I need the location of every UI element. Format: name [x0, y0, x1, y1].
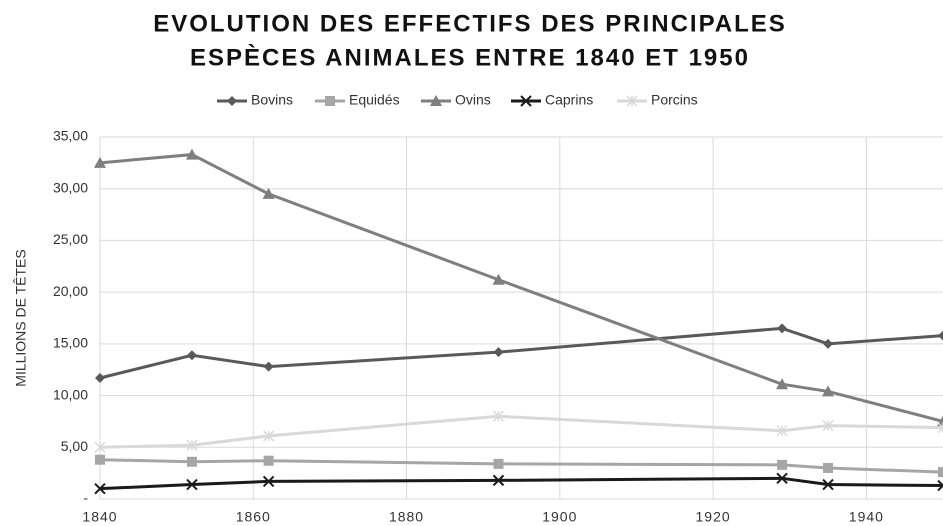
- marker: [186, 478, 198, 491]
- marker: [94, 156, 106, 168]
- marker: [94, 482, 106, 495]
- marker: [325, 96, 335, 106]
- marker: [822, 478, 834, 491]
- marker: [777, 323, 788, 334]
- marker: [492, 474, 505, 487]
- y-tick-label: 35,00: [53, 128, 88, 144]
- series-line: [99, 458, 943, 474]
- y-tick-label: 30,00: [53, 179, 88, 195]
- marker: [262, 187, 275, 199]
- y-axis-label: MILLIONS DE TÊTES: [13, 249, 29, 386]
- marker: [776, 378, 789, 390]
- marker: [776, 425, 788, 437]
- marker: [186, 456, 197, 467]
- marker: [95, 372, 105, 383]
- chart-title: EVOLUTION DES EFFECTIFS DES PRINCIPALES: [153, 10, 787, 37]
- marker: [937, 479, 943, 492]
- legend-label: Bovins: [251, 92, 293, 108]
- y-tick-label: -: [83, 490, 88, 506]
- marker: [938, 330, 943, 341]
- legend-label: Porcins: [651, 92, 698, 108]
- y-tick-label: 5,00: [61, 438, 88, 454]
- series-line: [99, 326, 943, 380]
- marker: [186, 439, 198, 451]
- marker: [227, 96, 237, 106]
- marker: [263, 430, 275, 442]
- marker: [823, 462, 834, 473]
- marker: [263, 455, 274, 466]
- series-line: [99, 476, 943, 491]
- marker: [938, 467, 943, 478]
- x-tick-label: 1880: [389, 509, 424, 525]
- marker: [777, 459, 788, 470]
- marker: [493, 458, 504, 469]
- marker: [263, 361, 274, 372]
- series-line: [99, 414, 943, 449]
- marker: [430, 95, 442, 106]
- marker: [937, 422, 943, 434]
- x-tick-label: 1900: [542, 509, 577, 525]
- chart-title: ESPÈCES ANIMALES ENTRE 1840 ET 1950: [190, 43, 750, 71]
- marker: [95, 454, 105, 465]
- marker: [185, 148, 198, 160]
- legend-label: Equidés: [349, 92, 400, 108]
- marker: [776, 472, 788, 485]
- x-tick-label: 1920: [696, 509, 731, 525]
- marker: [520, 95, 532, 107]
- y-tick-label: 10,00: [53, 386, 88, 402]
- x-tick-label: 1860: [236, 509, 271, 525]
- legend-label: Caprins: [545, 92, 593, 108]
- marker: [493, 347, 504, 358]
- marker: [262, 475, 275, 488]
- marker: [94, 441, 106, 453]
- marker: [822, 420, 834, 432]
- y-tick-label: 20,00: [53, 283, 88, 299]
- legend-label: Ovins: [455, 92, 491, 108]
- marker: [492, 410, 505, 422]
- y-tick-label: 25,00: [53, 231, 88, 247]
- x-tick-label: 1940: [849, 509, 884, 525]
- marker: [186, 350, 197, 361]
- marker: [492, 273, 505, 285]
- marker: [823, 338, 834, 349]
- y-tick-label: 15,00: [53, 335, 88, 351]
- marker: [626, 95, 638, 107]
- series-line: [99, 153, 943, 423]
- marker: [822, 385, 835, 397]
- x-tick-label: 1840: [82, 509, 117, 525]
